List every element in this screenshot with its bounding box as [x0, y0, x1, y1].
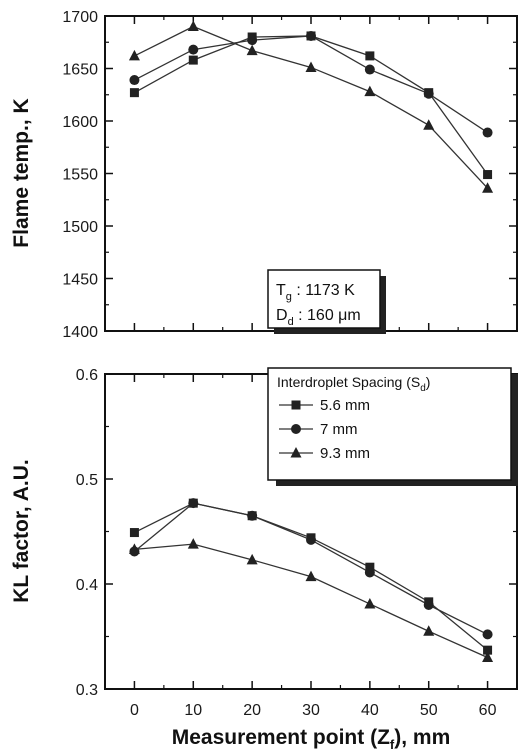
x-tick-label: 0 [130, 702, 139, 719]
legend-item-5-6-mm: 5.6 mm [279, 397, 370, 414]
top-y-tick-label: 1650 [62, 62, 98, 79]
bottom-y-tick-label: 0.3 [76, 682, 98, 699]
top-point-9-3-mm [128, 49, 140, 61]
top-series-line-9-3-mm [134, 25, 489, 189]
bottom-series [128, 498, 494, 662]
bottom-y-tick-label: 0.6 [76, 367, 98, 384]
bottom-point-9-3-mm [187, 538, 199, 549]
top-point-7-mm [482, 127, 493, 138]
top-point-7-mm [423, 88, 434, 99]
top-point-7-mm [188, 44, 199, 55]
x-tick-label: 30 [302, 702, 320, 719]
bottom-point-5-6-mm [365, 562, 375, 572]
top-point-9-3-mm [187, 20, 199, 31]
top-point-5-6-mm [129, 88, 139, 98]
top-point-9-3-mm [246, 44, 258, 56]
top-point-5-6-mm [188, 55, 198, 65]
x-tick-label: 60 [479, 702, 497, 719]
top-point-5-6-mm [365, 51, 375, 61]
legend-marker [291, 424, 301, 434]
top-series [128, 20, 494, 193]
top-point-9-3-mm [482, 182, 494, 193]
top-y-tick-label: 1500 [62, 219, 98, 236]
top-point-7-mm [306, 30, 316, 41]
legend-title: Interdroplet Spacing (Sd) [277, 374, 430, 394]
legend-label: 9.3 mm [320, 445, 370, 462]
top-y-tick-label: 1600 [62, 114, 98, 131]
top-point-5-6-mm [483, 170, 493, 180]
top-point-9-3-mm [423, 119, 435, 130]
bottom-point-9-3-mm [423, 625, 435, 636]
bottom-y-tick-label: 0.5 [76, 472, 98, 489]
bottom-series-line-9-3-mm [134, 543, 488, 659]
bottom-point-7-mm [364, 567, 375, 578]
top-y-axis-label: Flame temp., K [10, 98, 33, 247]
bottom-y-tick-label: 0.4 [76, 577, 98, 594]
x-tick-label: 10 [184, 702, 202, 719]
bottom-series-line-7-mm [134, 502, 488, 635]
top-series-line-7-mm [134, 35, 488, 134]
legend-item-9-3-mm: 9.3 mm [279, 445, 370, 462]
x-tick-label: 20 [243, 702, 261, 719]
annotation-line-tg: Tg : 1173 K [276, 282, 355, 303]
bottom-point-7-mm [482, 629, 493, 640]
annotation-line-dd: Dd : 160 μm [276, 307, 361, 328]
legend-marker [290, 447, 302, 458]
bottom-point-7-mm [188, 498, 199, 509]
top-y-tick-labels: 1400 1450 1500 1550 1600 1650 1700 [62, 9, 98, 341]
bottom-y-axis-label: KL factor, A.U. [10, 459, 33, 603]
top-y-tick-label: 1550 [62, 167, 98, 184]
bottom-point-7-mm [423, 600, 434, 610]
legend-items: 5.6 mm 7 mm 9.3 mm [279, 397, 370, 462]
legend-label: 5.6 mm [320, 397, 370, 414]
bottom-y-tick-labels: 0.3 0.4 0.5 0.6 [76, 367, 98, 699]
legend-item-7-mm: 7 mm [279, 421, 358, 438]
condition-annotation-box: Tg : 1173 K Dd : 160 μm [267, 269, 386, 334]
x-tick-labels: 0 10 20 30 40 50 60 [130, 702, 497, 719]
legend-marker [291, 400, 301, 410]
top-series-line-5-6-mm [134, 35, 489, 175]
x-tick-label: 50 [420, 702, 438, 719]
top-point-7-mm [129, 75, 140, 86]
top-series-9-3-mm [128, 20, 494, 193]
legend-label: 7 mm [320, 421, 358, 438]
top-panel: 1400 1450 1500 1550 1600 1650 1700 Flame temp.… [10, 9, 518, 341]
bottom-point-9-3-mm [246, 553, 258, 565]
bottom-series-7-mm [129, 498, 493, 640]
top-y-tick-label: 1700 [62, 9, 98, 26]
bottom-point-9-3-mm [482, 651, 494, 662]
top-y-tick-label: 1450 [62, 272, 98, 289]
bottom-point-7-mm [306, 534, 316, 545]
bottom-panel: 0.3 0.4 0.5 0.6 0 10 20 30 40 50 60 KL factor, A.… [10, 367, 518, 752]
top-point-7-mm [364, 64, 375, 75]
top-series-7-mm [129, 30, 493, 138]
bottom-series-9-3-mm [128, 538, 494, 662]
top-y-tick-label: 1400 [62, 324, 98, 341]
legend: Interdroplet Spacing (Sd) 5.6 mm 7 mm 9.3 … [267, 367, 518, 486]
top-point-9-3-mm [305, 61, 317, 72]
top-point-9-3-mm [364, 85, 376, 97]
bottom-point-9-3-mm [364, 597, 376, 609]
x-axis-label: Measurement point (Zf), mm [172, 726, 451, 752]
bottom-point-7-mm [247, 510, 258, 521]
x-tick-label: 40 [361, 702, 379, 719]
bottom-point-9-3-mm [305, 570, 317, 582]
bottom-point-5-6-mm [129, 528, 139, 538]
bottom-point-5-6-mm [483, 645, 493, 655]
bottom-point-9-3-mm [128, 543, 140, 554]
top-point-7-mm [247, 35, 258, 46]
